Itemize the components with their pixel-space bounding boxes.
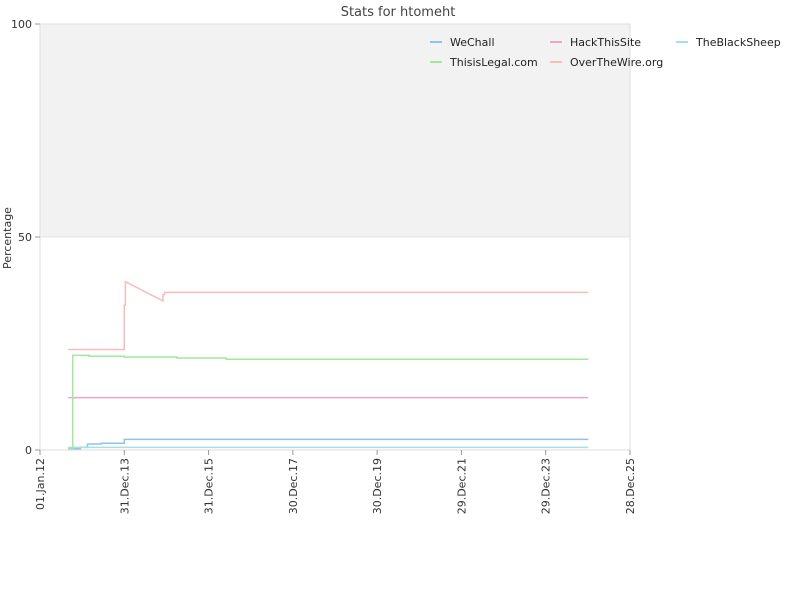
- series-line-overthewire-org: [68, 280, 589, 351]
- x-tick-label: 31.Dec.13: [118, 458, 131, 514]
- series-layer: [68, 280, 589, 450]
- legend-label: ThisisLegal.com: [449, 56, 538, 69]
- x-tick-label: 29.Dec.21: [455, 458, 468, 514]
- x-tick-label: 30.Dec.17: [287, 458, 300, 514]
- x-tick-label: 29.Dec.23: [540, 458, 553, 514]
- legend-label: WeChall: [450, 36, 495, 49]
- chart-title: Stats for htomeht: [341, 5, 456, 20]
- legend-label: OverTheWire.org: [570, 56, 663, 69]
- y-axis: 0 50 100: [11, 18, 40, 457]
- legend-item: OverTheWire.org: [550, 56, 663, 69]
- y-tick-label: 50: [18, 231, 32, 244]
- x-tick-label: 31.Dec.15: [203, 458, 216, 514]
- y-tick-label: 100: [11, 18, 32, 31]
- legend: WeChall HackThisSite TheBlackSheep ThisisLe…: [430, 36, 781, 69]
- legend-label: HackThisSite: [570, 36, 641, 49]
- series-line-thisislegal-com: [68, 354, 589, 450]
- y-tick-label: 0: [25, 444, 32, 457]
- x-tick-label: 01.Jan.12: [34, 458, 47, 510]
- legend-item: TheBlackSheep: [676, 36, 781, 49]
- y-axis-label: Percentage: [1, 207, 14, 269]
- x-axis: 01.Jan.12 31.Dec.13 31.Dec.15 30.Dec.17 30.D…: [34, 450, 637, 514]
- legend-label: TheBlackSheep: [695, 36, 781, 49]
- legend-item: HackThisSite: [550, 36, 641, 49]
- legend-item: ThisisLegal.com: [430, 56, 538, 69]
- legend-item: WeChall: [430, 36, 495, 49]
- upper-band: [40, 24, 630, 237]
- x-tick-label: 30.Dec.19: [371, 458, 384, 514]
- x-tick-label: 28.Dec.25: [624, 458, 637, 514]
